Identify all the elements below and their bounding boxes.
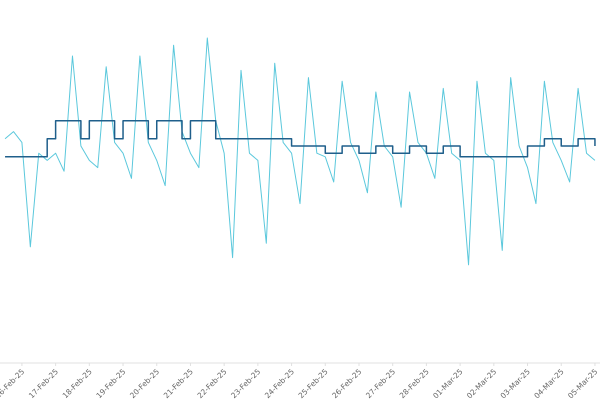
x-tick-label: 02-Mar-25	[465, 367, 499, 400]
x-tick-label: 21-Feb-25	[162, 367, 195, 400]
data-line	[5, 120, 596, 158]
x-tick-label: 25-Feb-25	[297, 367, 330, 400]
x-tick-label: 04-Mar-25	[532, 367, 566, 400]
x-tick-label: 22-Feb-25	[195, 367, 228, 400]
x-tick-label: 01-Mar-25	[431, 367, 465, 400]
x-tick-label: 05-Mar-25	[566, 367, 600, 400]
x-tick-label: 16-Feb-25	[0, 367, 26, 400]
x-tick-label: 27-Feb-25	[364, 367, 397, 400]
x-tick-label: 03-Mar-25	[499, 367, 533, 400]
data-line	[4, 37, 596, 266]
x-tick-label: 28-Feb-25	[398, 367, 431, 400]
x-tick-label: 23-Feb-25	[229, 367, 262, 400]
x-tick-label: 24-Feb-25	[263, 367, 296, 400]
x-tick-label: 20-Feb-25	[128, 367, 161, 400]
x-tick-label: 18-Feb-25	[61, 367, 94, 400]
x-tick-label: 17-Feb-25	[27, 367, 60, 400]
x-tick-label: 19-Feb-25	[94, 367, 127, 400]
x-tick-label: 26-Feb-25	[330, 367, 363, 400]
